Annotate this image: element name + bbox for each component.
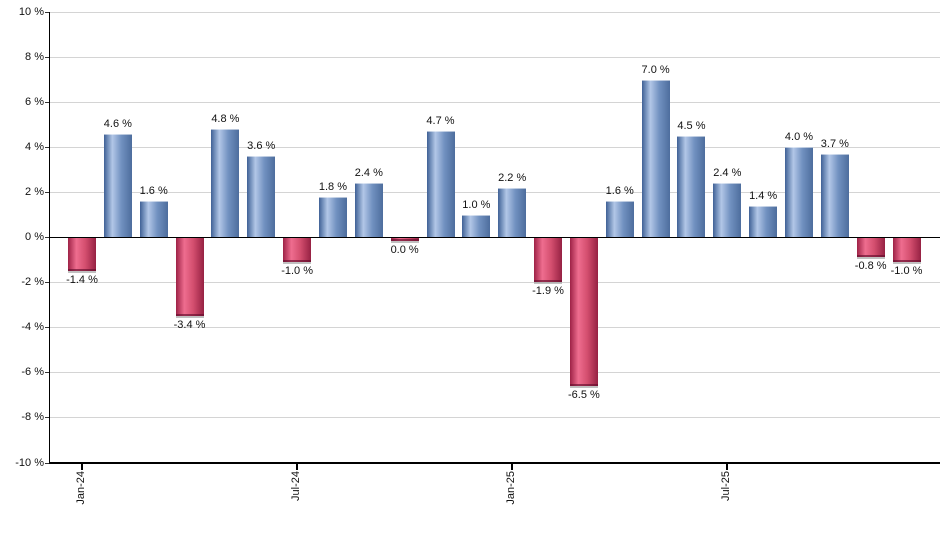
bar-Jan-24[interactable] — [68, 237, 96, 271]
bar-Jul-25[interactable] — [713, 183, 742, 239]
bar-Oct-24[interactable] — [390, 237, 419, 242]
bar-value-label: 2.2 % — [498, 171, 527, 184]
x-axis-tick-label: Jul-24 — [290, 470, 303, 501]
zero-baseline — [48, 236, 940, 238]
bar-May-25[interactable] — [641, 79, 670, 239]
bar-value-label: -1.0 % — [281, 264, 313, 277]
gridline — [48, 102, 940, 104]
bar-value-label: 1.4 % — [749, 189, 778, 202]
bar-Dec-24[interactable] — [462, 214, 491, 239]
bar-Dec-25[interactable] — [892, 237, 921, 262]
gridline — [48, 12, 940, 13]
bar-Aug-25[interactable] — [749, 205, 778, 239]
y-axis-tick-mark — [44, 462, 49, 464]
bar-Jun-25[interactable] — [677, 135, 706, 239]
y-axis-tick-label: 8 % — [25, 51, 44, 64]
bar-value-label: 4.6 % — [103, 117, 132, 130]
bar-Sep-25[interactable] — [785, 147, 813, 239]
gridline — [48, 282, 940, 284]
x-axis-tick-mark — [511, 463, 514, 470]
bar-Jan-25[interactable] — [498, 187, 527, 239]
y-axis-tick-label: -2 % — [21, 276, 44, 289]
x-axis-tick-mark — [81, 463, 83, 470]
bar-Aug-24[interactable] — [318, 196, 347, 239]
y-axis-tick-mark — [44, 372, 49, 374]
gridline — [48, 327, 940, 329]
y-axis-tick-label: -4 % — [21, 321, 44, 334]
bar-value-label: 4.0 % — [784, 131, 814, 144]
y-axis-tick-mark — [44, 12, 49, 13]
y-axis-tick-label: -10 % — [15, 456, 44, 469]
x-axis-tick-label: Jan-24 — [75, 470, 87, 505]
bar-value-label: -3.4 % — [173, 318, 206, 331]
bar-Nov-25[interactable] — [856, 237, 885, 258]
y-axis-tick-label: 0 % — [25, 231, 44, 244]
bar-Jul-24[interactable] — [283, 237, 312, 262]
bar-Apr-25[interactable] — [605, 201, 634, 239]
bar-value-label: 1.0 % — [462, 198, 491, 211]
bar-Sep-24[interactable] — [354, 183, 383, 239]
y-axis-tick-label: 6 % — [25, 96, 44, 109]
bar-Apr-24[interactable] — [175, 237, 204, 316]
gridline — [48, 192, 940, 194]
y-axis-tick-label: -8 % — [21, 411, 44, 424]
bar-value-label: 4.7 % — [426, 115, 455, 128]
x-axis-tick-mark — [296, 463, 299, 470]
bar-value-label: 3.6 % — [247, 140, 276, 153]
x-axis-tick-mark — [726, 463, 729, 470]
bar-value-label: -0.8 % — [854, 260, 887, 273]
bar-Feb-25[interactable] — [534, 237, 563, 283]
y-axis-tick-mark — [44, 282, 49, 284]
y-axis-tick-mark — [44, 417, 49, 419]
x-axis-line — [48, 461, 940, 464]
bar-Jun-24[interactable] — [247, 156, 276, 239]
bar-value-label: -1.4 % — [66, 273, 98, 286]
bar-value-label: 2.4 % — [354, 167, 383, 180]
bar-May-24[interactable] — [211, 129, 240, 239]
bar-value-label: 4.8 % — [211, 113, 240, 126]
y-axis-tick-label: 10 % — [18, 6, 44, 18]
bar-value-label: -1.9 % — [532, 285, 564, 298]
bar-value-label: -6.5 % — [567, 388, 600, 401]
bar-Feb-24[interactable] — [103, 133, 132, 239]
y-axis-tick-mark — [44, 237, 49, 239]
bar-Nov-24[interactable] — [426, 131, 455, 239]
x-axis-tick-label: Jul-25 — [720, 470, 733, 501]
y-axis-tick-label: 4 % — [25, 141, 44, 154]
gridline — [48, 417, 940, 419]
bar-value-label: -1.0 % — [890, 264, 923, 277]
bar-value-label: 1.8 % — [318, 180, 347, 193]
y-axis-tick-mark — [44, 102, 49, 104]
bar-Mar-25[interactable] — [569, 237, 598, 386]
gridline — [48, 372, 940, 374]
bar-value-label: 2.4 % — [713, 167, 742, 180]
bar-Mar-24[interactable] — [139, 201, 168, 239]
bar-value-label: 0.0 % — [390, 244, 419, 257]
bar-value-label: 1.6 % — [605, 185, 634, 198]
y-axis-tick-mark — [44, 57, 49, 59]
y-axis-tick-label: 2 % — [25, 186, 44, 199]
bar-value-label: 4.5 % — [677, 119, 706, 132]
bar-value-label: 3.7 % — [820, 137, 849, 150]
bar-Oct-25[interactable] — [820, 153, 849, 239]
x-axis-tick-label: Jan-25 — [505, 470, 518, 505]
gridline — [48, 57, 940, 59]
y-axis-tick-mark — [44, 327, 49, 329]
gridline — [48, 147, 940, 149]
y-axis-tick-mark — [44, 147, 49, 149]
bar-value-label: 1.6 % — [139, 185, 168, 198]
y-axis-tick-mark — [44, 192, 49, 194]
y-axis-tick-label: -6 % — [21, 366, 44, 379]
bar-value-label: 7.0 % — [641, 63, 670, 76]
